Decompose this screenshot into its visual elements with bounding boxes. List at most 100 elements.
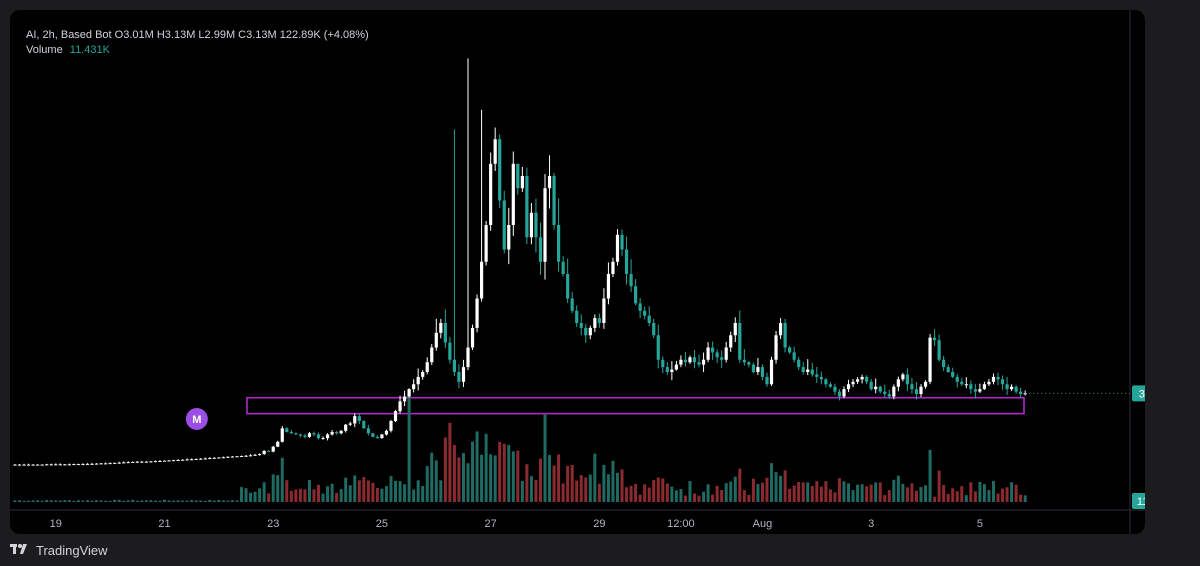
volume-bar	[493, 455, 497, 502]
volume-bar	[815, 481, 819, 502]
volume-bar	[176, 500, 180, 502]
candle-body	[738, 323, 742, 360]
volume-bar	[747, 494, 751, 502]
volume-bar	[611, 460, 615, 502]
volume-bar	[801, 482, 805, 502]
volume-bar	[638, 494, 642, 502]
candle-body	[353, 416, 357, 424]
candle-body	[76, 464, 81, 466]
candle-body	[235, 456, 239, 458]
candle-body	[416, 376, 420, 385]
volume-bar	[978, 481, 982, 502]
price-chart[interactable]: 02.00M4.00M6.00M8.00M10.00M12.00M14.00M1…	[10, 10, 1145, 534]
volume-bar	[199, 500, 203, 502]
volume-bar	[570, 464, 574, 502]
candle-body	[330, 432, 334, 435]
candle-body	[951, 372, 955, 377]
volume-label: Volume	[26, 44, 63, 56]
candle-body	[212, 457, 216, 459]
volume-bar	[240, 486, 243, 502]
volume-bar	[357, 480, 361, 502]
candle-body	[769, 359, 774, 385]
candle-body	[81, 464, 85, 466]
candle-body	[846, 384, 851, 390]
volume-bar	[869, 484, 873, 502]
x-tick-label: 19	[50, 518, 62, 530]
candle-body	[960, 381, 964, 385]
candle-body	[99, 463, 103, 465]
candle-body	[855, 379, 860, 382]
volume-bar	[253, 491, 257, 502]
volume-bar	[652, 479, 656, 502]
candle-body	[588, 327, 592, 336]
candle-body	[914, 389, 919, 395]
candle-body	[294, 433, 298, 435]
volume-bar	[928, 449, 932, 502]
volume-bar	[942, 484, 946, 502]
volume-bar	[516, 450, 520, 502]
volume-bar	[996, 493, 1000, 502]
candle-body	[756, 367, 760, 372]
volume-bar	[724, 483, 728, 502]
volume-bar	[538, 458, 542, 502]
volume-badge-label: 11.431K	[1137, 496, 1145, 508]
candle-body	[489, 163, 493, 225]
candle-body	[493, 139, 497, 164]
volume-bar	[887, 490, 891, 502]
candle-body	[140, 461, 144, 463]
candle-body	[131, 461, 135, 463]
x-tick-label: 27	[485, 518, 497, 530]
volume-bar	[76, 500, 80, 502]
candle-body	[199, 458, 203, 460]
candle-body	[335, 432, 339, 434]
candle-body	[597, 318, 601, 323]
volume-bar	[910, 483, 914, 502]
tradingview-logo-icon	[10, 544, 27, 554]
volume-bar	[715, 485, 719, 502]
candle-body	[1000, 379, 1005, 385]
candle-body	[634, 286, 638, 304]
volume-bar	[765, 477, 769, 502]
volume-bar	[144, 500, 148, 502]
candle-body	[942, 359, 946, 368]
volume-bar	[969, 482, 973, 502]
candle-body	[643, 310, 647, 316]
x-tick-label: 25	[376, 518, 388, 530]
candle-body	[683, 359, 688, 363]
candle-body	[298, 434, 302, 436]
candle-body	[797, 359, 801, 368]
candle-body	[203, 458, 207, 460]
candle-layer	[13, 58, 1027, 466]
volume-bar	[226, 500, 230, 502]
volume-bar	[27, 500, 31, 502]
candle-body	[479, 261, 484, 299]
volume-bar	[434, 460, 438, 502]
volume-bar	[588, 474, 592, 502]
candle-body	[26, 464, 31, 466]
candle-body	[375, 436, 379, 439]
volume-bar	[185, 500, 189, 502]
volume-bar	[584, 477, 588, 502]
volume-bar	[194, 500, 198, 502]
candle-body	[244, 455, 248, 457]
candle-body	[58, 464, 62, 466]
candle-body	[765, 376, 769, 385]
candle-body	[176, 459, 180, 461]
candle-body	[982, 384, 987, 390]
candle-body	[507, 225, 511, 250]
volume-bar	[1014, 484, 1018, 502]
volume-bar	[924, 485, 928, 502]
volume-bar	[788, 488, 792, 502]
candle-body	[181, 459, 185, 461]
volume-bar	[933, 496, 937, 502]
candle-body	[801, 367, 805, 372]
volume-bar	[779, 475, 783, 502]
candle-body	[40, 464, 44, 466]
candle-body	[194, 458, 198, 460]
candle-body	[778, 323, 783, 336]
candle-body	[615, 234, 620, 262]
volume-bar	[339, 489, 343, 502]
candle-body	[806, 369, 810, 372]
volume-bar	[153, 500, 157, 502]
volume-bar	[760, 482, 764, 502]
